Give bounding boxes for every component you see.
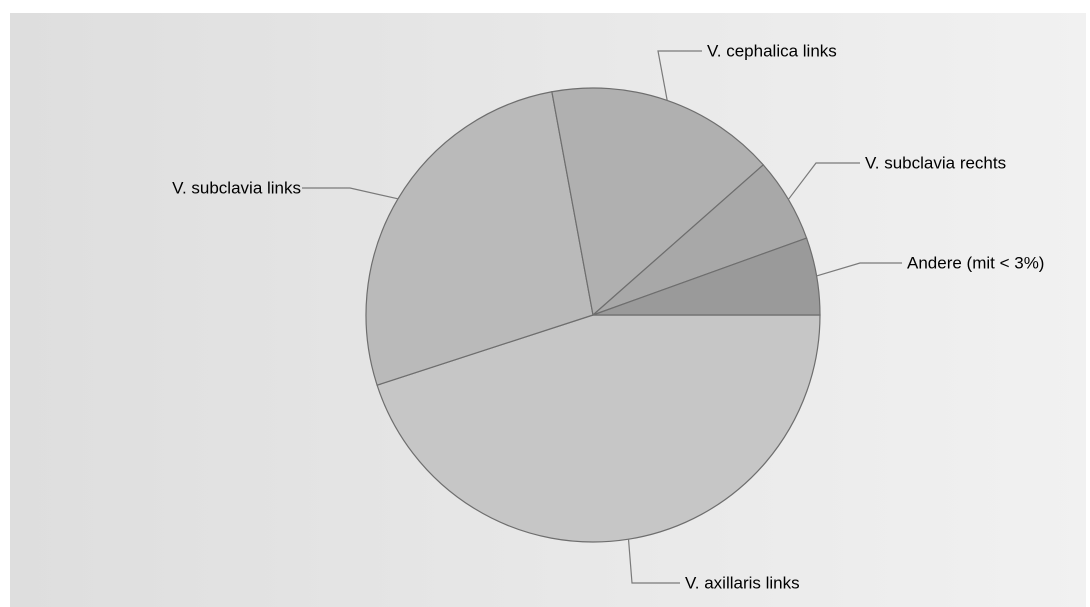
slice-label-andere-mit-3: Andere (mit < 3%) bbox=[907, 254, 1044, 273]
label-leaders bbox=[302, 50, 902, 584]
pie-slice-v-subclavia-links bbox=[365, 91, 594, 386]
pie-slices bbox=[365, 87, 821, 543]
leader-line-v-subclavia-links bbox=[302, 187, 399, 200]
slice-label-v-cephalica-links: V. cephalica links bbox=[707, 42, 837, 61]
slice-labels: V. axillaris links V. subclavia links V. c… bbox=[172, 42, 1044, 593]
pie-slice-v-cephalica-links bbox=[551, 87, 765, 317]
leader-line-andere-mit-3 bbox=[816, 262, 902, 277]
leader-line-v-subclavia-rechts bbox=[787, 162, 860, 200]
leader-line-v-cephalica-links bbox=[657, 50, 702, 101]
slice-label-v-axillaris-links: V. axillaris links bbox=[685, 574, 800, 593]
slice-label-v-subclavia-rechts: V. subclavia rechts bbox=[865, 154, 1006, 173]
pie-chart: V. axillaris links V. subclavia links V. c… bbox=[172, 42, 1044, 593]
pie-slice-andere-mit-3 bbox=[592, 237, 821, 316]
slice-label-v-subclavia-links: V. subclavia links bbox=[172, 179, 301, 198]
leader-line-v-axillaris-links bbox=[627, 539, 680, 584]
chart-area: V. axillaris links V. subclavia links V. c… bbox=[10, 13, 1086, 607]
